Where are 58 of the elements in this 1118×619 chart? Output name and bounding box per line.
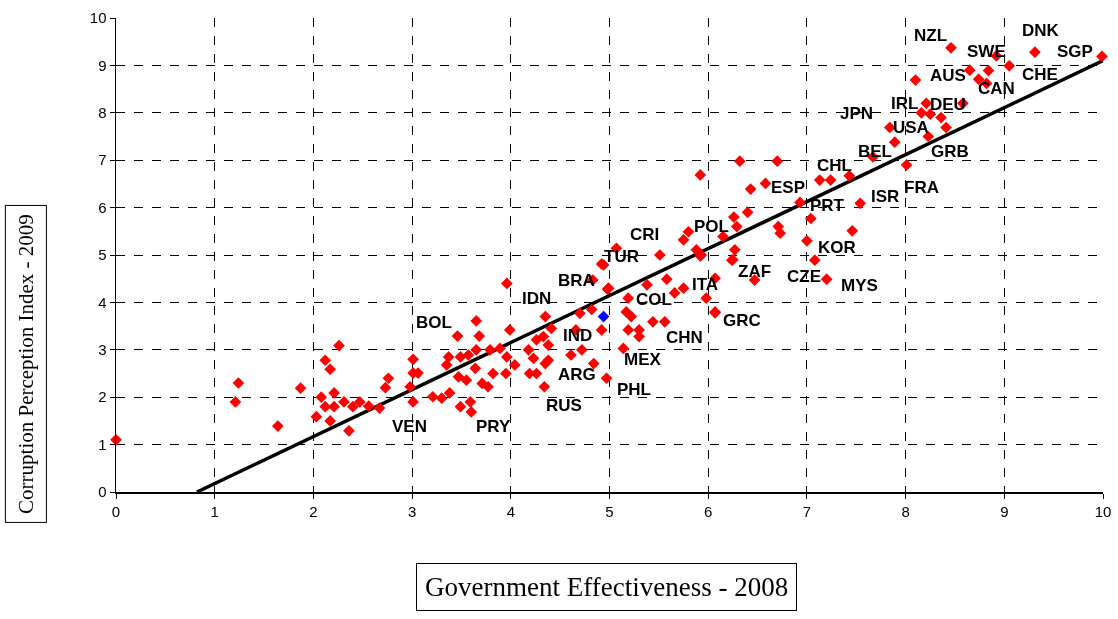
annotation: MEX	[624, 350, 662, 369]
annotation: RUS	[546, 396, 582, 415]
annotation: NZL	[914, 26, 948, 45]
annotation: PHL	[617, 380, 651, 399]
x-tick-label: 3	[407, 502, 417, 520]
y-axis-title: Corruption Perception Index - 2009	[13, 214, 38, 514]
y-tick-label: 10	[89, 9, 107, 27]
annotation: CHN	[666, 328, 703, 347]
annotation: ITA	[692, 275, 719, 294]
annotation: ISR	[871, 187, 900, 206]
y-tick-label: 3	[98, 341, 107, 359]
annotation: PRY	[476, 417, 511, 436]
x-tick-label: 7	[802, 502, 812, 520]
annotation: FRA	[904, 178, 939, 197]
x-tick-label: 2	[309, 502, 318, 520]
annotation: POL	[694, 217, 729, 236]
x-tick-label: 5	[605, 502, 614, 520]
y-tick-label: 8	[98, 104, 107, 122]
x-tick-label: 4	[506, 502, 515, 520]
annotation: ARG	[558, 365, 596, 384]
annotation: BEL	[858, 142, 892, 161]
x-axis-title: Government Effectiveness - 2008	[425, 572, 789, 602]
x-tick-label: 9	[1000, 502, 1009, 520]
annotation: IRL	[891, 94, 919, 113]
x-tick-label: 8	[901, 502, 910, 520]
annotation: DEU	[930, 95, 966, 114]
y-tick-label: 5	[98, 246, 107, 264]
x-tick-label: 6	[704, 502, 713, 520]
annotation: PRT	[810, 196, 845, 215]
annotation: CHE	[1022, 65, 1058, 84]
y-tick-label: 4	[98, 293, 107, 311]
annotation: VEN	[392, 417, 427, 436]
annotation: JPN	[840, 104, 874, 123]
y-tick-label: 0	[98, 483, 107, 501]
annotation: CZE	[787, 267, 821, 286]
x-tick-label: 10	[1094, 502, 1112, 520]
y-tick-label: 9	[98, 56, 107, 74]
annotation: MYS	[841, 276, 878, 295]
annotation: AUS	[930, 66, 966, 85]
annotation: CAN	[978, 79, 1015, 98]
annotation: GRC	[723, 311, 761, 330]
y-tick-label: 2	[98, 388, 107, 406]
annotation: USA	[893, 118, 929, 137]
y-tick-label: 6	[98, 198, 107, 216]
annotation: BOL	[416, 313, 452, 332]
annotation: KOR	[818, 238, 856, 257]
annotation: GRB	[931, 142, 969, 161]
y-tick-label: 1	[98, 435, 107, 453]
annotation: DNK	[1022, 21, 1060, 40]
annotation: IND	[563, 326, 593, 345]
x-tick-label: 0	[111, 502, 121, 520]
annotation: SWE	[967, 42, 1006, 61]
x-tick-label: 1	[210, 502, 219, 520]
y-tick-label: 7	[98, 151, 107, 169]
annotation: CRI	[630, 225, 660, 244]
annotation: SGP	[1057, 42, 1093, 61]
annotation: ESP	[771, 178, 806, 197]
annotation: ZAF	[738, 262, 772, 281]
